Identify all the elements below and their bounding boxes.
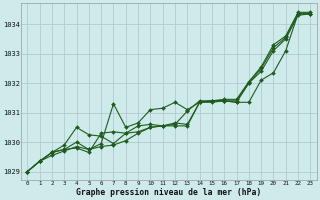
X-axis label: Graphe pression niveau de la mer (hPa): Graphe pression niveau de la mer (hPa) (76, 188, 261, 197)
